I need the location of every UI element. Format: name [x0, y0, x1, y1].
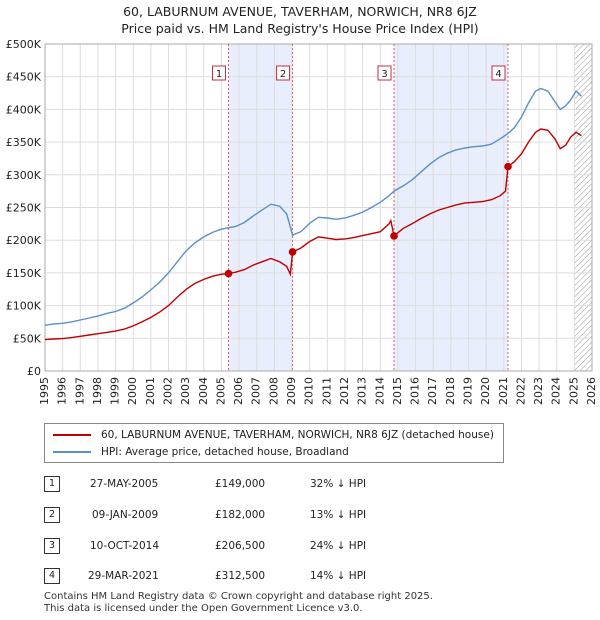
price-chart: £0 £50K £100K £150K £200K £250K £300K £350K £400…	[6, 38, 598, 405]
x-tick-label: 2013	[356, 377, 369, 405]
sale-point	[288, 248, 297, 256]
chart-title: 60, LABURNUM AVENUE, TAVERHAM, NORWICH, …	[123, 4, 477, 19]
sale-marker-box	[212, 65, 227, 81]
sale-marker-label: 1	[216, 69, 222, 80]
transaction-delta: 13% ↓ HPI	[310, 509, 367, 521]
x-tick-label: 2010	[303, 377, 316, 405]
transaction-date: 10-OCT-2014	[90, 540, 159, 552]
transaction-price: £182,000	[215, 509, 266, 521]
x-tick-label: 2019	[461, 377, 474, 405]
y-tick-label: £100K	[6, 300, 42, 313]
y-tick-label: £0	[27, 365, 41, 378]
legend-swatch-price	[53, 434, 91, 436]
x-tick-label: 2015	[391, 377, 404, 405]
x-tick-label: 2014	[373, 377, 386, 405]
x-tick-label: 2018	[444, 377, 457, 405]
transaction-date: 09-JAN-2009	[92, 509, 159, 521]
y-tick-label: £200K	[6, 234, 42, 247]
x-tick-label: 1997	[73, 377, 86, 405]
transaction-number: 3	[44, 538, 60, 554]
x-tick-label: 2006	[232, 377, 245, 405]
x-tick-label: 2005	[214, 377, 227, 405]
transaction-price: £149,000	[215, 478, 266, 490]
x-tick-label: 2023	[532, 377, 545, 405]
transaction-price: £206,500	[215, 540, 266, 552]
x-tick-label: 2016	[409, 377, 422, 405]
x-tick-label: 2021	[497, 377, 510, 405]
x-tick-label: 2000	[126, 377, 139, 405]
x-tick-label: 2024	[550, 377, 563, 405]
transaction-number: 4	[44, 568, 60, 584]
x-tick-label: 2011	[320, 377, 333, 405]
legend-swatch-hpi	[53, 451, 91, 453]
x-tick-label: 2002	[162, 377, 175, 405]
transaction-row: 1 27-MAY-2005 £149,000 32% ↓ HPI	[0, 476, 600, 496]
x-tick-label: 2007	[250, 377, 263, 405]
legend-item-hpi: HPI: Average price, detached house, Broa…	[53, 444, 349, 460]
y-tick-label: £450K	[6, 71, 42, 84]
transaction-delta: 14% ↓ HPI	[310, 570, 367, 582]
chart-subtitle: Price paid vs. HM Land Registry's House …	[121, 21, 479, 36]
transaction-delta: 24% ↓ HPI	[310, 540, 367, 552]
x-tick-label: 2009	[285, 377, 298, 405]
sale-marker-box	[377, 65, 392, 81]
sale-point	[224, 269, 233, 278]
footer-licence: This data is licensed under the Open Gov…	[44, 603, 363, 614]
y-tick-label: £50K	[13, 332, 42, 345]
y-tick-label: £300K	[6, 169, 42, 182]
legend-item-price: 60, LABURNUM AVENUE, TAVERHAM, NORWICH, …	[53, 427, 494, 443]
legend-label-price: 60, LABURNUM AVENUE, TAVERHAM, NORWICH, …	[101, 429, 494, 441]
sale-marker-box	[276, 65, 291, 81]
legend-label-hpi: HPI: Average price, detached house, Broa…	[101, 446, 349, 458]
sale-marker-label: 2	[280, 69, 286, 80]
x-tick-label: 2026	[585, 377, 598, 405]
x-tick-label: 1998	[91, 377, 104, 405]
x-tick-label: 2001	[144, 377, 157, 405]
x-tick-label: 1999	[109, 377, 122, 405]
x-tick-label: 2022	[514, 377, 527, 405]
price-line	[44, 128, 582, 341]
transaction-date: 29-MAR-2021	[88, 570, 159, 582]
transaction-delta: 32% ↓ HPI	[310, 478, 367, 490]
x-tick-label: 2020	[479, 377, 492, 405]
transaction-number: 1	[44, 476, 60, 492]
y-tick-label: £150K	[6, 267, 42, 280]
transaction-row: 4 29-MAR-2021 £312,500 14% ↓ HPI	[0, 568, 600, 588]
x-tick-label: 1995	[38, 377, 51, 405]
transaction-row: 3 10-OCT-2014 £206,500 24% ↓ HPI	[0, 538, 600, 558]
x-tick-label: 2004	[197, 377, 210, 405]
transaction-price: £312,500	[215, 570, 266, 582]
plot-border	[44, 43, 593, 372]
sale-marker-label: 4	[495, 69, 501, 80]
x-tick-label: 2012	[338, 377, 351, 405]
y-tick-label: £350K	[6, 136, 42, 149]
x-tick-label: 2025	[567, 377, 580, 405]
sale-point	[504, 162, 512, 171]
sale-marker-box	[491, 65, 506, 81]
transaction-date: 27-MAY-2005	[90, 478, 159, 490]
transaction-row: 2 09-JAN-2009 £182,000 13% ↓ HPI	[0, 507, 600, 527]
legend: 60, LABURNUM AVENUE, TAVERHAM, NORWICH, …	[44, 423, 504, 463]
y-tick-label: £500K	[6, 38, 42, 51]
sale-point	[390, 232, 398, 240]
y-tick-label: £250K	[6, 202, 42, 215]
footer-copyright: Contains HM Land Registry data © Crown c…	[44, 591, 433, 602]
y-tick-label: £400K	[6, 103, 42, 116]
x-tick-label: 1996	[56, 377, 69, 405]
hpi-line	[44, 87, 582, 326]
x-tick-label: 2017	[426, 377, 439, 405]
x-tick-label: 2008	[267, 377, 280, 405]
transaction-number: 2	[44, 507, 60, 523]
x-tick-label: 2003	[179, 377, 192, 405]
sale-marker-label: 3	[381, 69, 387, 80]
